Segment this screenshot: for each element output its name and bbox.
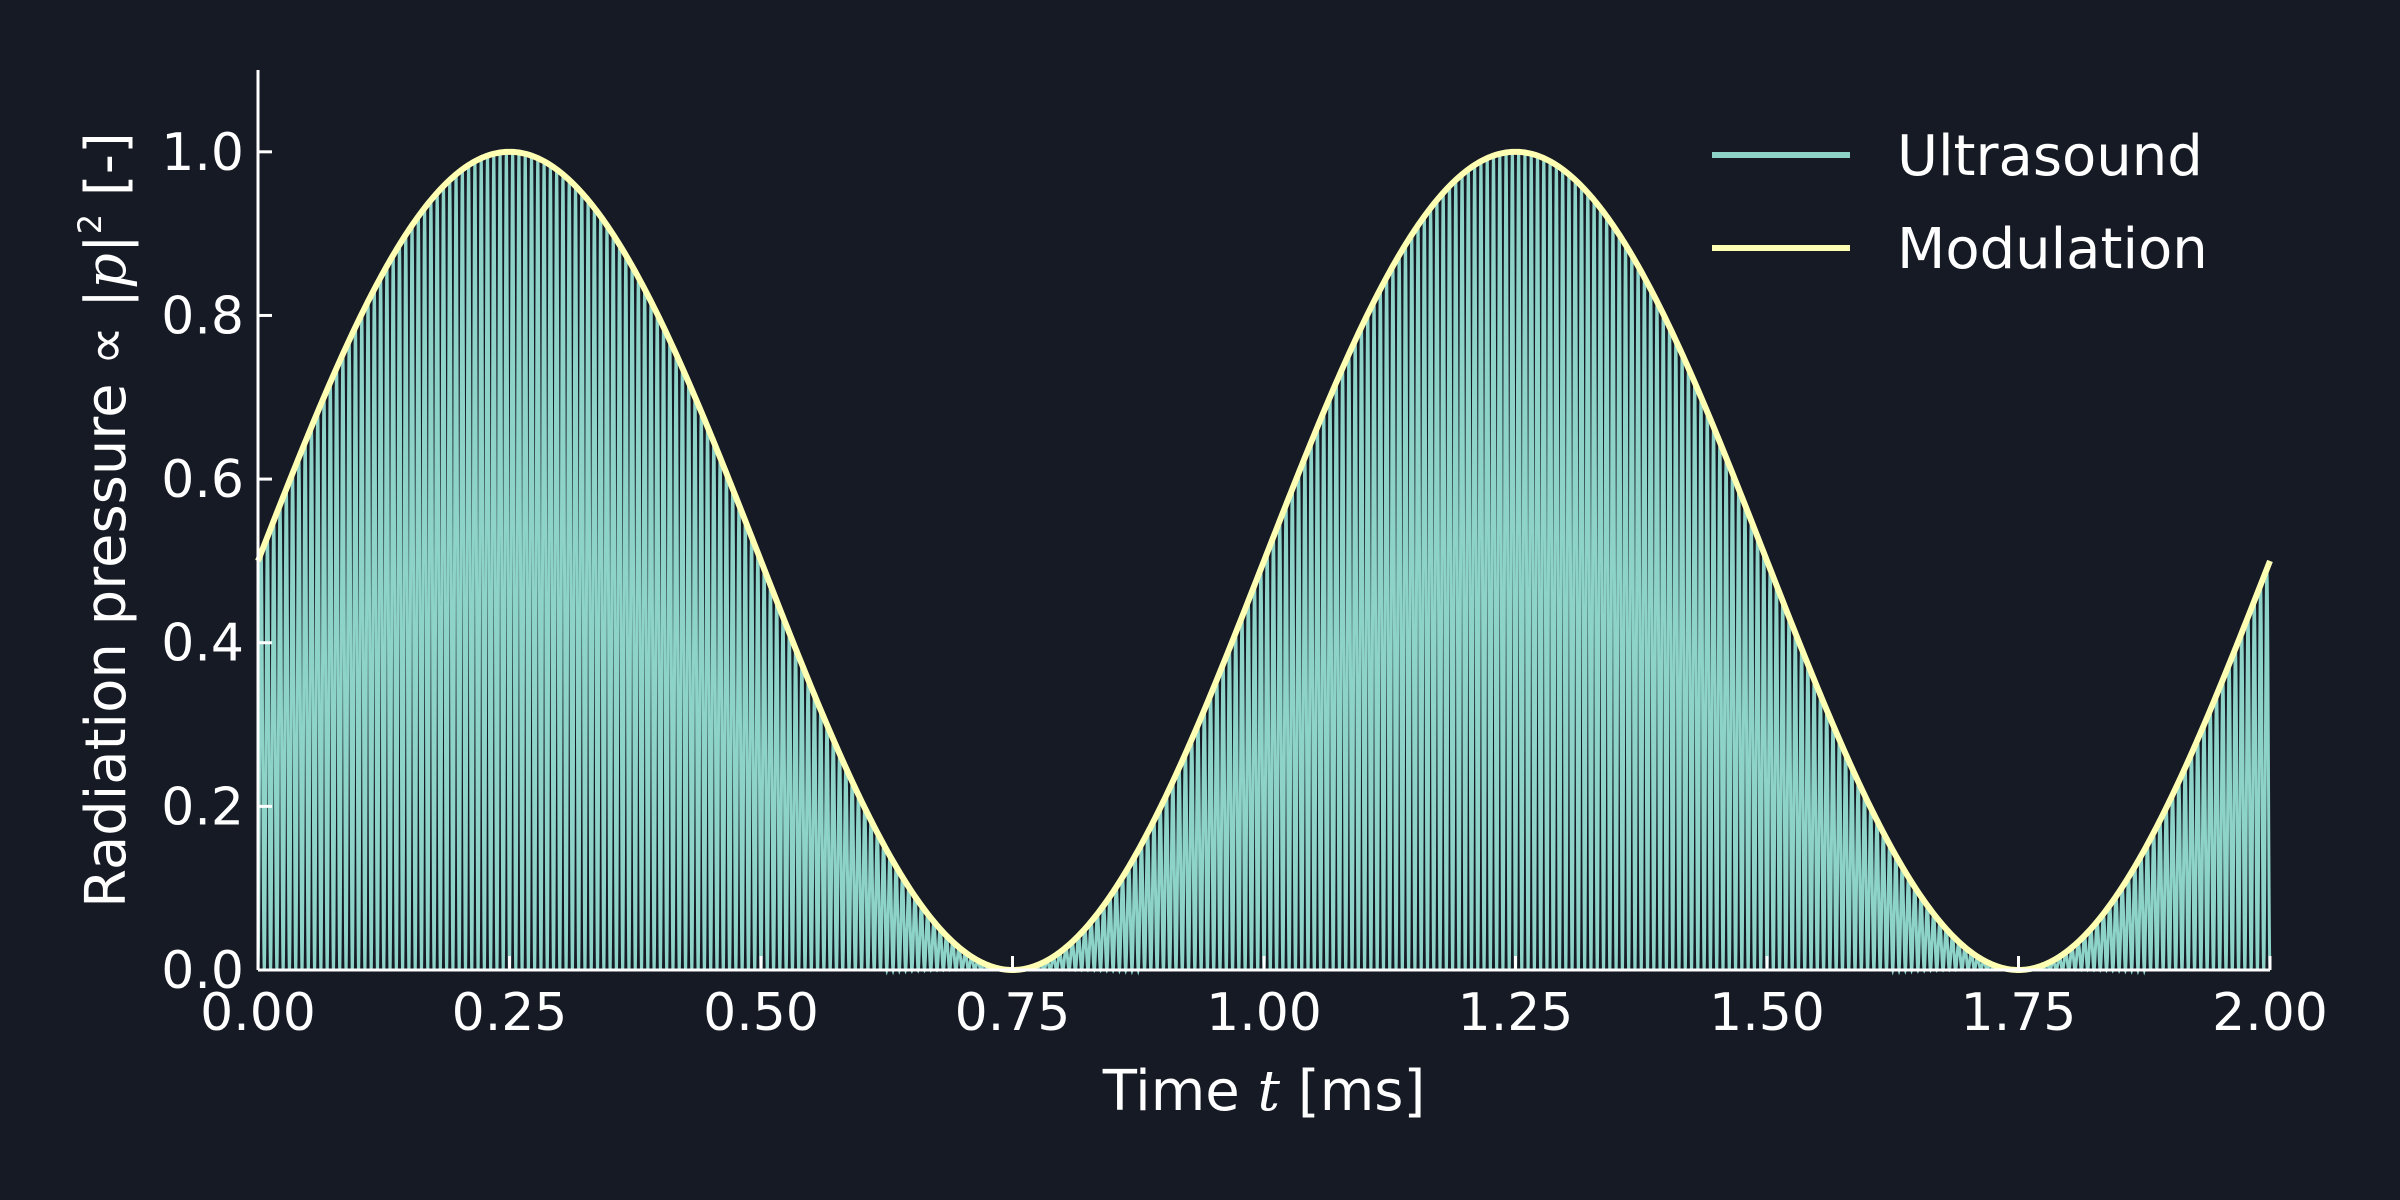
- x-axis-label: Time t [ms]: [1102, 1059, 1426, 1124]
- x-tick-label: 0.00: [200, 983, 316, 1043]
- legend-label-ultrasound: Ultrasound: [1897, 124, 2203, 189]
- series-modulation-line: [255, 148, 2273, 974]
- y-axis-label: Radiation pressure ∝ |p|2 [-]: [71, 132, 139, 908]
- x-tick-label: 1.50: [1709, 983, 1825, 1043]
- y-tick-label: 0.2: [161, 777, 244, 837]
- x-tick-label: 1.25: [1458, 983, 1574, 1043]
- legend-label-modulation: Modulation: [1897, 217, 2208, 282]
- x-ticks: 0.00 0.25 0.50 0.75 1.00 1.25 1.50 1.75 2.00: [200, 956, 2328, 1043]
- x-tick-label: 1.00: [1206, 983, 1322, 1043]
- x-tick-label: 2.00: [2212, 983, 2328, 1043]
- y-tick-label: 0.4: [161, 614, 244, 674]
- y-tick-label: 0.0: [161, 941, 244, 1001]
- legend: Ultrasound Modulation: [1712, 124, 2208, 282]
- y-tick-label: 0.6: [161, 450, 244, 510]
- y-tick-label: 1.0: [161, 123, 244, 183]
- y-tick-label: 0.8: [161, 286, 244, 346]
- y-ticks: 0.0 0.2 0.4 0.6 0.8 1.0: [161, 123, 272, 1001]
- x-tick-label: 0.75: [955, 983, 1071, 1043]
- x-tick-label: 0.50: [703, 983, 819, 1043]
- x-tick-label: 0.25: [452, 983, 568, 1043]
- x-tick-label: 1.75: [1961, 983, 2077, 1043]
